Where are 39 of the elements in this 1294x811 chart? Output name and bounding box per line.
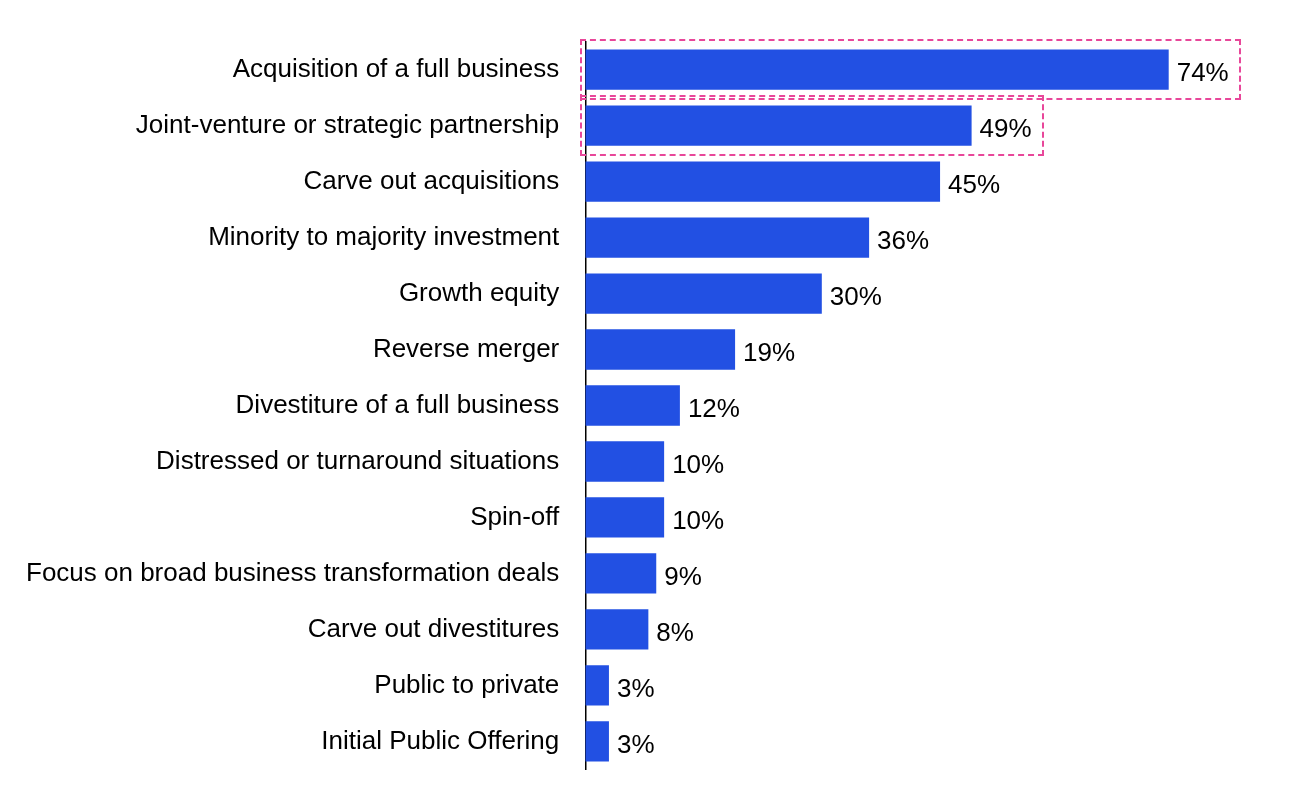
y-tick-label: Growth equity bbox=[398, 276, 560, 307]
bar bbox=[585, 497, 665, 538]
data-label: 3% bbox=[616, 728, 655, 759]
y-tick-label: Focus on broad business transformation deals bbox=[26, 556, 560, 587]
data-label: 74% bbox=[1176, 56, 1229, 87]
y-tick-label: Spin-off bbox=[470, 500, 561, 531]
y-tick-label: Reverse merger bbox=[372, 332, 560, 363]
bar bbox=[585, 441, 665, 482]
y-tick-label: Distressed or turnaround situations bbox=[156, 444, 560, 475]
data-label: 36% bbox=[877, 224, 930, 255]
bar bbox=[585, 665, 609, 706]
y-tick-label: Carve out divestitures bbox=[307, 612, 560, 643]
bar bbox=[585, 217, 870, 258]
data-label: 45% bbox=[948, 168, 1001, 199]
bar bbox=[585, 553, 657, 594]
bar bbox=[585, 721, 609, 762]
y-tick-label: Carve out acquisitions bbox=[303, 164, 560, 195]
data-label: 49% bbox=[979, 112, 1032, 143]
bar bbox=[585, 609, 649, 650]
data-label: 10% bbox=[672, 448, 725, 479]
y-tick-label: Initial Public Offering bbox=[321, 724, 560, 755]
y-tick-label: Divestiture of a full business bbox=[235, 388, 560, 419]
data-label: 10% bbox=[672, 504, 725, 535]
data-label: 8% bbox=[656, 616, 694, 647]
bar bbox=[585, 329, 736, 370]
data-label: 19% bbox=[743, 336, 796, 367]
data-label: 9% bbox=[664, 560, 702, 591]
data-label: 3% bbox=[616, 672, 655, 703]
y-tick-label: Minority to majority investment bbox=[208, 220, 561, 251]
data-label: 12% bbox=[687, 392, 740, 423]
y-tick-label: Acquisition of a full business bbox=[232, 52, 560, 83]
bar bbox=[585, 105, 972, 146]
bar bbox=[585, 49, 1169, 90]
bar bbox=[585, 161, 941, 202]
data-label: 30% bbox=[829, 280, 882, 311]
y-tick-label: Public to private bbox=[374, 668, 560, 699]
y-tick-label: Joint-venture or strategic partnership bbox=[135, 108, 560, 139]
bar bbox=[585, 385, 680, 426]
bar bbox=[585, 273, 822, 314]
